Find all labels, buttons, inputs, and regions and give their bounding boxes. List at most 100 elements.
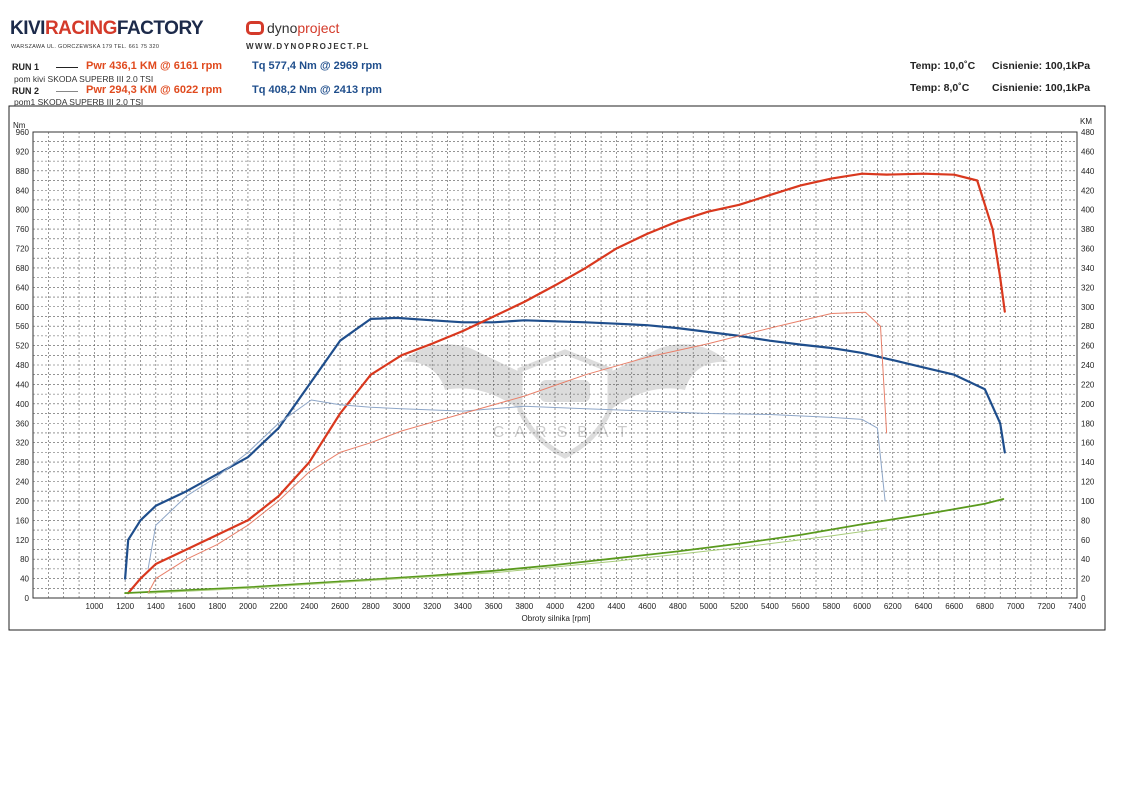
run1-line-sample — [56, 67, 78, 68]
y-tick-label-left: 160 — [16, 516, 30, 525]
y-axis-left-title: Nm — [13, 121, 26, 130]
y-tick-label-left: 880 — [16, 167, 30, 176]
x-tick-label: 3800 — [515, 602, 533, 611]
x-axis-title: Obroty silnika [rpm] — [522, 614, 591, 623]
series — [123, 172, 1006, 595]
dyno-mark-icon — [246, 21, 264, 35]
x-tick-label: 1000 — [86, 602, 104, 611]
x-tick-label: 3400 — [454, 602, 472, 611]
y-tick-label-left: 720 — [16, 245, 30, 254]
y-tick-label-left: 640 — [16, 283, 30, 292]
y-tick-label-left: 600 — [16, 303, 30, 312]
x-tick-label: 2800 — [362, 602, 380, 611]
series-line-run2_torque — [147, 399, 886, 570]
x-tick-label: 4800 — [669, 602, 687, 611]
run2-torque: Tq 408,2 Nm @ 2413 rpm — [252, 84, 382, 96]
x-tick-label: 1600 — [178, 602, 196, 611]
y-tick-label-right: 160 — [1081, 439, 1095, 448]
run2-line-sample — [56, 91, 78, 92]
x-tick-label: 2600 — [331, 602, 349, 611]
y-tick-label-right: 60 — [1081, 536, 1090, 545]
x-tick-label: 2200 — [270, 602, 288, 611]
x-tick-label: 4000 — [546, 602, 564, 611]
y-tick-label-right: 480 — [1081, 128, 1095, 137]
y-tick-label-left: 120 — [16, 536, 30, 545]
y-tick-label-right: 100 — [1081, 497, 1095, 506]
dynoproject-logo: dynoproject — [246, 20, 339, 36]
x-tick-label: 7000 — [1007, 602, 1025, 611]
carsbat-watermark: CARSBAT — [402, 344, 728, 459]
y-tick-label-left: 240 — [16, 478, 30, 487]
x-tick-label: 3200 — [423, 602, 441, 611]
y-tick-label-right: 140 — [1081, 458, 1095, 467]
y-tick-label-left: 960 — [16, 128, 30, 137]
y-tick-label-right: 340 — [1081, 264, 1095, 273]
x-tick-label: 6400 — [915, 602, 933, 611]
series-line-run1_power — [127, 172, 1006, 595]
x-tick-label: 4200 — [577, 602, 595, 611]
run1-label: RUN 1 — [12, 62, 40, 72]
x-tick-label: 6600 — [945, 602, 963, 611]
run1-temp: Temp: 10,0˚C — [910, 60, 976, 72]
x-tick-label: 1800 — [208, 602, 226, 611]
y-tick-label-right: 380 — [1081, 225, 1095, 234]
y-tick-label-right: 0 — [1081, 594, 1086, 603]
y-tick-label-right: 320 — [1081, 283, 1095, 292]
run2-temp: Temp: 8,0˚C — [910, 82, 970, 94]
y-tick-label-right: 300 — [1081, 303, 1095, 312]
y-tick-label-left: 840 — [16, 186, 30, 195]
run1-power: Pwr 436,1 KM @ 6161 rpm — [86, 60, 223, 72]
y-tick-label-right: 440 — [1081, 167, 1095, 176]
y-tick-label-right: 220 — [1081, 380, 1095, 389]
run2-power: Pwr 294,3 KM @ 6022 rpm — [86, 84, 223, 96]
y-tick-label-right: 420 — [1081, 186, 1095, 195]
grid — [32, 131, 1078, 599]
y-tick-label-right: 40 — [1081, 555, 1090, 564]
x-tick-label: 6000 — [853, 602, 871, 611]
x-tick-label: 3000 — [393, 602, 411, 611]
y-tick-label-right: 120 — [1081, 478, 1095, 487]
y-tick-label-left: 0 — [25, 594, 30, 603]
y-tick-label-right: 260 — [1081, 342, 1095, 351]
y-tick-label-right: 200 — [1081, 400, 1095, 409]
y-tick-label-right: 400 — [1081, 206, 1095, 215]
x-tick-label: 2400 — [300, 602, 318, 611]
x-tick-label: 5800 — [822, 602, 840, 611]
y-tick-label-left: 320 — [16, 439, 30, 448]
x-tick-label: 5200 — [730, 602, 748, 611]
y-tick-label-left: 400 — [16, 400, 30, 409]
y-tick-label-right: 80 — [1081, 516, 1090, 525]
y-tick-label-left: 280 — [16, 458, 30, 467]
y-tick-label-right: 180 — [1081, 419, 1095, 428]
dyno-word-b: project — [297, 20, 340, 36]
x-tick-label: 6800 — [976, 602, 994, 611]
y-tick-label-left: 560 — [16, 322, 30, 331]
x-tick-label: 4400 — [608, 602, 626, 611]
y-tick-label-left: 800 — [16, 206, 30, 215]
y-tick-label-left: 440 — [16, 380, 30, 389]
run1-pressure: Cisnienie: 100,1kPa — [992, 60, 1091, 72]
dyno-url: WWW.DYNOPROJECT.PL — [246, 42, 370, 51]
series-line-run2_power — [147, 311, 888, 594]
run2-label: RUN 2 — [12, 86, 40, 96]
y-tick-label-left: 40 — [20, 575, 29, 584]
run2-pressure: Cisnienie: 100,1kPa — [992, 82, 1091, 94]
watermark-text: CARSBAT — [493, 424, 637, 441]
y-tick-label-left: 360 — [16, 419, 30, 428]
y-tick-label-left: 200 — [16, 497, 30, 506]
y-tick-label-left: 680 — [16, 264, 30, 273]
y-tick-label-right: 20 — [1081, 575, 1090, 584]
y-tick-label-right: 240 — [1081, 361, 1095, 370]
y-tick-label-right: 360 — [1081, 245, 1095, 254]
x-tick-label: 5600 — [792, 602, 810, 611]
x-tick-label: 6200 — [884, 602, 902, 611]
run1-torque: Tq 577,4 Nm @ 2969 rpm — [252, 60, 382, 72]
x-tick-label: 5000 — [700, 602, 718, 611]
kivi-racing-factory-logo: KIVIRACINGFACTORY — [10, 18, 204, 39]
kivi-address: WARSZAWA UL. GORCZEWSKA 179 TEL. 661 75 … — [11, 44, 160, 50]
x-tick-label: 3600 — [485, 602, 503, 611]
run2-car: pom1 SKODA SUPERB III 2.0 TSI — [14, 97, 144, 107]
y-tick-label-left: 520 — [16, 342, 30, 351]
chart-frame — [8, 105, 1106, 631]
